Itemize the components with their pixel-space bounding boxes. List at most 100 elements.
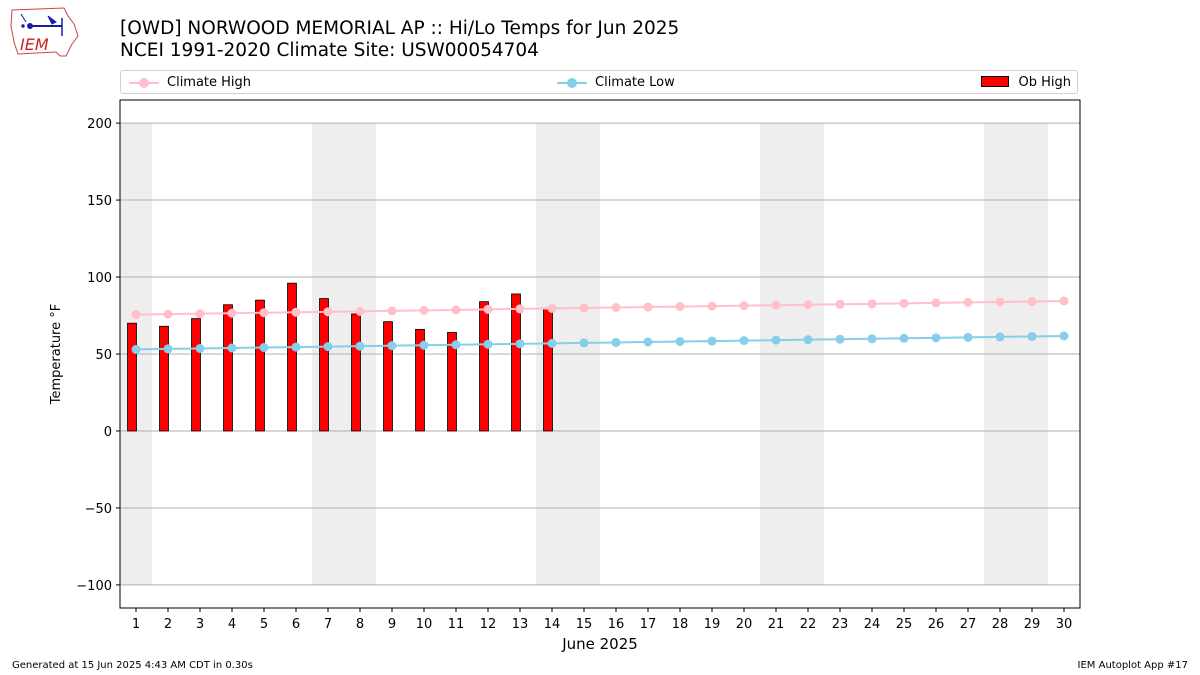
ob-high-bar	[351, 313, 361, 432]
weekend-shade	[760, 123, 824, 585]
climate-low-point	[803, 335, 813, 345]
weather-symbols-icon	[20, 13, 63, 36]
climate-high-swatch	[129, 74, 159, 92]
climate-high-point	[579, 303, 589, 313]
climate-low-point	[195, 343, 205, 353]
climate-low-point	[419, 340, 429, 350]
y-tick-label: −100	[76, 579, 112, 594]
climate-low-point	[323, 342, 333, 352]
x-tick-label: 23	[832, 617, 849, 632]
legend-label-climate-low: Climate Low	[595, 75, 675, 90]
x-tick-label: 29	[1024, 617, 1041, 632]
x-tick-label: 7	[324, 617, 332, 632]
x-axis-label: June 2025	[561, 635, 638, 653]
climate-high-point	[355, 306, 365, 316]
climate-high-point	[1027, 297, 1037, 307]
climate-low-point	[771, 335, 781, 345]
x-tick-label: 5	[260, 617, 268, 632]
x-tick-label: 8	[356, 617, 364, 632]
chart-title: [OWD] NORWOOD MEMORIAL AP :: Hi/Lo Temps…	[120, 18, 680, 39]
x-tick-label: 12	[480, 617, 497, 632]
ob-high-bar	[127, 322, 137, 432]
ob-high-bar	[447, 332, 457, 432]
y-tick-label: −50	[85, 502, 112, 517]
ob-high-bar	[511, 293, 521, 432]
climate-low-point	[675, 337, 685, 347]
legend-item-ob-high: Ob High	[980, 74, 1072, 92]
climate-high-point	[867, 299, 877, 309]
x-tick-label: 22	[800, 617, 817, 632]
climate-low-point	[835, 334, 845, 344]
climate-high-point	[675, 302, 685, 312]
climate-low-point	[1027, 331, 1037, 341]
weekend-shade	[984, 123, 1048, 585]
climate-high-point	[1059, 296, 1069, 306]
plot-frame	[119, 99, 1081, 609]
climate-low-point	[259, 343, 269, 353]
climate-high-point	[739, 301, 749, 311]
x-tick-label: 26	[928, 617, 945, 632]
climate-high-point	[547, 303, 557, 313]
climate-high-point	[259, 308, 269, 318]
climate-high-point	[803, 300, 813, 310]
climate-high-point	[163, 309, 173, 319]
x-tick-label: 20	[736, 617, 753, 632]
climate-low-point	[867, 334, 877, 344]
climate-high-point	[931, 298, 941, 308]
climate-low-point	[227, 343, 237, 353]
x-tick-label: 24	[864, 617, 881, 632]
climate-low-point	[643, 337, 653, 347]
climate-high-line	[135, 300, 1065, 316]
x-tick-label: 16	[608, 617, 625, 632]
climate-high-point	[387, 306, 397, 316]
climate-low-point	[291, 342, 301, 352]
climate-high-point	[483, 304, 493, 314]
x-tick-label: 13	[512, 617, 529, 632]
climate-low-point	[1059, 331, 1069, 341]
chart-subtitle: NCEI 1991-2020 Climate Site: USW00054704	[120, 40, 539, 61]
climate-low-point	[483, 339, 493, 349]
climate-high-point	[323, 307, 333, 317]
y-tick-label: 50	[95, 348, 112, 363]
x-tick-label: 11	[448, 617, 465, 632]
climate-high-point	[419, 305, 429, 315]
y-axis-label: Temperature °F	[49, 304, 64, 405]
footer-app: IEM Autoplot App #17	[1077, 660, 1188, 671]
legend: Climate High Climate Low Ob High	[120, 70, 1078, 94]
climate-high-point	[611, 303, 621, 313]
climate-high-point	[771, 300, 781, 310]
x-tick-label: 10	[416, 617, 433, 632]
legend-item-climate-low: Climate Low	[557, 74, 675, 92]
climate-low-point	[899, 333, 909, 343]
x-tick-label: 14	[544, 617, 561, 632]
ob-high-bar	[159, 325, 169, 432]
footer-generated: Generated at 15 Jun 2025 4:43 AM CDT in …	[12, 660, 253, 671]
climate-low-point	[515, 339, 525, 349]
climate-high-point	[899, 298, 909, 308]
climate-low-point	[131, 344, 141, 354]
climate-low-swatch	[557, 74, 587, 92]
x-tick-label: 3	[196, 617, 204, 632]
y-tick-label: 200	[87, 117, 112, 132]
ob-high-bar	[287, 282, 297, 432]
x-tick-label: 1	[132, 617, 140, 632]
climate-high-point	[963, 297, 973, 307]
climate-low-point	[995, 332, 1005, 342]
legend-label-ob-high: Ob High	[1018, 75, 1072, 90]
climate-high-point	[291, 307, 301, 317]
x-tick-label: 17	[640, 617, 657, 632]
climate-high-point	[227, 308, 237, 318]
climate-high-point	[643, 302, 653, 312]
climate-high-point	[995, 297, 1005, 307]
climate-low-point	[739, 336, 749, 346]
legend-label-climate-high: Climate High	[167, 75, 252, 90]
x-tick-label: 4	[228, 617, 236, 632]
ob-high-bar	[415, 328, 425, 432]
x-tick-label: 19	[704, 617, 721, 632]
climate-low-point	[355, 341, 365, 351]
climate-high-point	[131, 310, 141, 320]
weekend-shade	[120, 123, 152, 585]
x-tick-label: 25	[896, 617, 913, 632]
climate-high-point	[835, 299, 845, 309]
